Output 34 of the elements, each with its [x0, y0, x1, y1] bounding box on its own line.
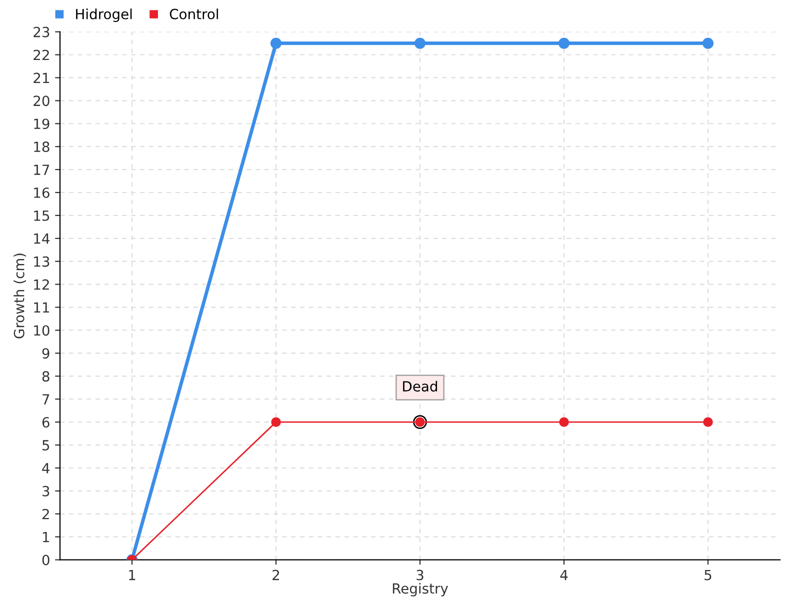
- y-tick-label: 14: [34, 234, 50, 244]
- y-tick-label: 23: [34, 26, 50, 38]
- x-tick-label: 1: [129, 570, 136, 580]
- y-tick-label: 12: [34, 279, 49, 290]
- y-tick-label: 20: [34, 96, 50, 106]
- y-tick-label: 18: [34, 142, 50, 152]
- y-tick-label: 19: [34, 118, 50, 130]
- y-tick-label: 1: [42, 532, 49, 542]
- y-tick-label: 22: [34, 50, 49, 60]
- y-tick-label: 6: [42, 417, 50, 428]
- y-axis-title: Growth (cm): [14, 254, 26, 338]
- y-tick-label: 4: [42, 463, 50, 474]
- x-tick-label: 3: [416, 570, 424, 580]
- x-tick-label: 5: [704, 570, 712, 580]
- x-tick-label: 4: [560, 570, 568, 580]
- y-tick-label: 0: [42, 554, 50, 566]
- y-tick-label: 13: [34, 256, 50, 267]
- y-tick-label: 2: [42, 508, 49, 520]
- x-tick-label: 2: [272, 570, 280, 580]
- y-tick-label: 9: [42, 348, 50, 359]
- y-tick-label: 17: [34, 164, 50, 175]
- y-tick-label: 21: [34, 72, 49, 83]
- y-tick-label: 15: [34, 210, 50, 221]
- y-tick-label: 16: [34, 187, 50, 198]
- y-tick-label: 3: [42, 486, 50, 496]
- y-tick-label: 8: [42, 371, 50, 382]
- legend-label: Hidrogel: [76, 8, 132, 22]
- y-tick-label: 7: [42, 394, 50, 404]
- annotation: Dead: [403, 380, 438, 392]
- y-tick-label: 5: [42, 440, 50, 450]
- y-tick-label: 10: [34, 325, 50, 336]
- x-axis-title: Registry: [392, 582, 448, 596]
- y-tick-label: 11: [34, 302, 49, 313]
- legend-label: Control: [170, 8, 218, 20]
